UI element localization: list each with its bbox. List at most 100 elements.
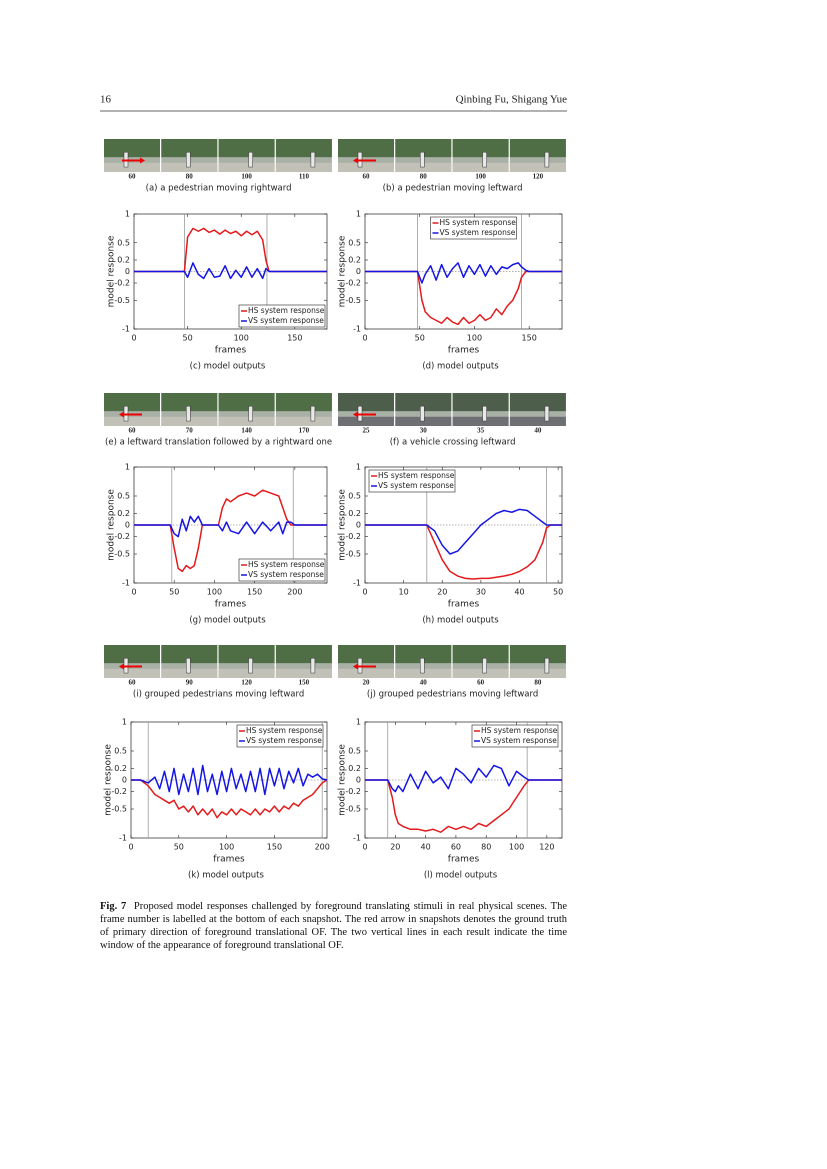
- snapshot-figure: [544, 657, 550, 674]
- snapshot-trees: [104, 645, 160, 664]
- frame-number: 40: [420, 679, 428, 687]
- frame-number: 140: [241, 427, 252, 435]
- x-tick-label: 50: [553, 588, 563, 597]
- x-tick-label: 100: [509, 843, 524, 852]
- snapshot-ground: [338, 162, 394, 172]
- snapshot-ground: [509, 668, 566, 678]
- snapshot-caption: (i) grouped pedestrians moving leftward: [133, 690, 304, 700]
- x-tick-label: 0: [131, 334, 136, 343]
- frame-number: 60: [129, 173, 137, 181]
- snapshot-ground: [338, 668, 394, 678]
- snapshot-ground: [218, 668, 275, 678]
- legend-box: [238, 304, 326, 328]
- frame-number: 150: [299, 679, 310, 687]
- y-tick-label: -0.5: [111, 805, 127, 814]
- frame-number: 25: [363, 427, 371, 435]
- legend-label: VS system response: [440, 228, 516, 237]
- snapshot-figure: [482, 405, 487, 422]
- snapshot-trees: [452, 393, 509, 412]
- snapshot-ground: [452, 162, 509, 172]
- y-tick-label: -1: [353, 579, 361, 588]
- direction-arrow-head: [140, 157, 145, 164]
- snapshot-figure: [310, 657, 316, 674]
- snapshot-ground: [218, 162, 275, 172]
- x-tick-label: 50: [169, 588, 179, 597]
- y-tick-label: -0.2: [345, 279, 361, 288]
- snapshot-figure: [310, 405, 316, 422]
- frame-number: 120: [241, 679, 252, 687]
- x-tick-label: 40: [421, 843, 431, 852]
- frame-number: 70: [186, 427, 194, 435]
- frame-number: 110: [299, 173, 310, 181]
- snapshot-trees: [218, 645, 275, 664]
- snapshot-ground: [275, 416, 332, 426]
- y-tick-label: -0.2: [345, 532, 361, 541]
- snapshot-figure: [310, 151, 316, 168]
- legend-box: [471, 724, 559, 748]
- legend-label: HS system response: [440, 218, 517, 227]
- y-tick-label: 0: [125, 267, 130, 276]
- y-tick-label: 1: [356, 718, 361, 727]
- x-tick-label: 150: [247, 588, 262, 597]
- snapshot-ground: [161, 162, 218, 172]
- frame-number: 120: [533, 173, 544, 181]
- y-tick-label: -0.2: [345, 787, 361, 796]
- snapshot-ground: [275, 668, 332, 678]
- snapshot-trees: [452, 139, 509, 158]
- snapshot-figure: [248, 405, 253, 422]
- legend-label: HS system response: [246, 726, 323, 735]
- frame-number: 80: [420, 173, 428, 181]
- x-tick-label: 50: [183, 334, 193, 343]
- y-tick-label: 0: [125, 521, 130, 530]
- series-line: [134, 227, 327, 273]
- snapshot-figure: [248, 151, 253, 168]
- x-tick-label: 120: [539, 843, 554, 852]
- y-tick-label: 0: [356, 776, 361, 785]
- y-tick-label: 0.5: [348, 492, 361, 501]
- series-line: [365, 270, 562, 326]
- snapshot-trees: [275, 139, 332, 158]
- x-tick-label: 200: [315, 843, 330, 852]
- y-tick-label: 0: [356, 521, 361, 530]
- x-tick-label: 10: [399, 588, 409, 597]
- series-line: [365, 524, 562, 580]
- legend-label: HS system response: [248, 560, 325, 569]
- frame-number: 60: [363, 173, 371, 181]
- frame-number: 170: [299, 427, 310, 435]
- snapshot-trees: [395, 645, 452, 664]
- snapshot-trees: [452, 645, 509, 664]
- legend-label: HS system response: [248, 306, 325, 315]
- snapshot-ground: [161, 416, 218, 426]
- y-tick-label: 0.5: [348, 747, 361, 756]
- legend-box: [368, 469, 456, 493]
- snapshot-trees: [338, 139, 394, 158]
- snapshot-trees: [275, 393, 332, 412]
- snapshot-trees: [338, 393, 394, 412]
- snapshot-caption: (f) a vehicle crossing leftward: [390, 438, 516, 448]
- series-line: [134, 262, 327, 280]
- y-tick-label: -1: [353, 325, 361, 334]
- x-tick-label: 20: [390, 843, 400, 852]
- chart-caption: (d) model outputs: [422, 362, 499, 372]
- y-tick-label: -0.2: [111, 787, 127, 796]
- frame-number: 100: [241, 173, 252, 181]
- y-tick-label: 0.2: [117, 256, 130, 265]
- series-line: [365, 508, 562, 555]
- running-head: Qinbing Fu, Shigang Yue: [456, 94, 568, 106]
- y-tick-label: -1: [122, 325, 130, 334]
- snapshot-trees: [161, 393, 218, 412]
- x-axis-label: frames: [448, 855, 480, 865]
- snapshot-figure: [544, 405, 550, 422]
- x-axis-label: frames: [448, 600, 480, 610]
- y-tick-label: -0.2: [114, 532, 130, 541]
- y-tick-label: -0.5: [114, 296, 130, 305]
- y-tick-label: 0.2: [348, 509, 361, 518]
- direction-arrow-head: [353, 411, 358, 418]
- frame-number: 20: [363, 679, 371, 687]
- snapshot-ground: [218, 416, 275, 426]
- x-tick-label: 0: [362, 588, 367, 597]
- x-tick-label: 0: [362, 843, 367, 852]
- snapshot-caption: (b) a pedestrian moving leftward: [383, 184, 523, 194]
- x-axis-label: frames: [215, 600, 247, 610]
- y-tick-label: 0.2: [117, 509, 130, 518]
